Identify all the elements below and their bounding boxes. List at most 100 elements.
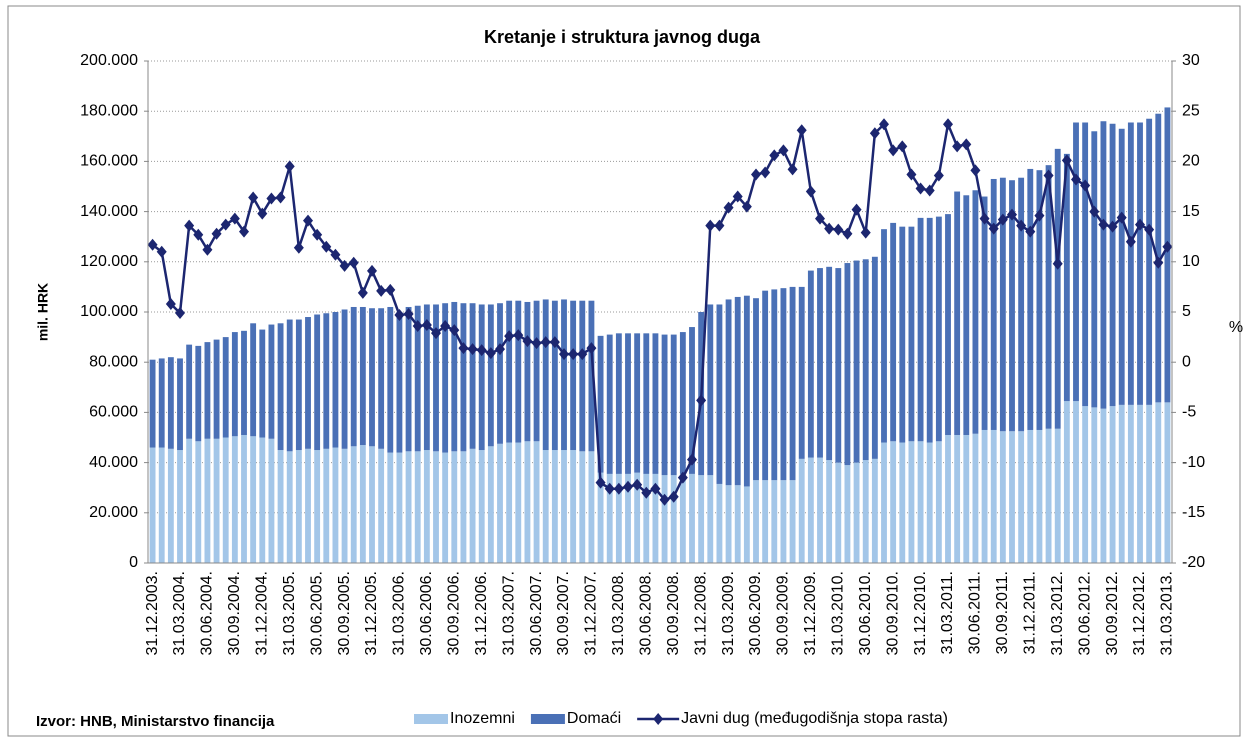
bar: [890, 441, 897, 563]
bar: [414, 451, 421, 563]
bar: [972, 190, 979, 434]
line-marker: [1061, 154, 1072, 167]
line-marker: [1098, 218, 1109, 231]
line-marker: [769, 149, 780, 162]
y-axis-label: mil. HRK: [35, 283, 51, 341]
bar: [359, 445, 366, 563]
bar: [506, 300, 513, 443]
y2-tick-label: 25: [1182, 102, 1200, 119]
bar: [423, 450, 430, 563]
bar: [1054, 428, 1061, 563]
bar: [789, 286, 796, 481]
bar: [158, 447, 165, 563]
line-marker: [815, 212, 825, 225]
bar: [561, 299, 567, 451]
line-marker: [1135, 218, 1145, 231]
bar: [990, 429, 997, 563]
bar: [698, 475, 705, 563]
bar: [844, 465, 851, 563]
bar: [1009, 180, 1015, 432]
line-marker: [1052, 257, 1063, 270]
bar: [1009, 431, 1015, 563]
bar: [277, 323, 284, 451]
x-tick-label: 31.03.2010.: [830, 571, 847, 656]
line-marker: [540, 336, 551, 349]
x-tick-label: 31.03.2012.: [1049, 571, 1066, 656]
y-tick-label: 80.000: [89, 353, 138, 370]
bar: [405, 306, 412, 452]
bar: [286, 319, 293, 452]
bar: [1045, 428, 1052, 563]
bar: [433, 451, 439, 563]
line-marker: [595, 476, 606, 489]
x-tick-label: 30.06.2005.: [308, 571, 325, 656]
bar: [981, 429, 988, 563]
line-marker: [915, 182, 926, 195]
bar: [542, 299, 549, 451]
line-marker: [1025, 225, 1036, 238]
line-marker: [522, 335, 533, 348]
bar: [652, 333, 659, 474]
bar: [1127, 404, 1134, 563]
line-marker: [394, 309, 405, 322]
x-tick-label: 30.09.2009.: [775, 571, 792, 656]
bar: [1118, 404, 1125, 563]
line-marker: [1153, 256, 1164, 269]
bar: [780, 288, 787, 481]
line-marker: [723, 201, 734, 214]
line-marker: [284, 160, 295, 173]
line-marker: [650, 482, 661, 495]
bar: [231, 436, 238, 563]
chart-title: Kretanje i struktura javnog duga: [484, 27, 761, 47]
y-tick-label: 40.000: [89, 454, 138, 471]
bar: [414, 305, 421, 452]
bar: [149, 447, 156, 563]
bar: [506, 442, 513, 563]
x-tick-label: 31.12.2007.: [583, 571, 600, 656]
bar: [597, 335, 604, 473]
bar: [881, 442, 887, 563]
bar: [359, 306, 366, 446]
x-tick-label: 31.12.2005.: [363, 571, 380, 656]
bar: [890, 222, 897, 442]
line-marker: [1007, 208, 1017, 221]
bar: [433, 304, 439, 452]
line-marker: [504, 330, 515, 343]
bar: [661, 334, 668, 476]
line-marker: [888, 144, 899, 157]
x-tick-label: 31.03.2011.: [939, 571, 956, 654]
bar: [762, 290, 769, 481]
line-marker: [687, 453, 697, 466]
line-marker: [485, 347, 496, 360]
line-marker: [385, 283, 396, 296]
bar: [167, 357, 174, 449]
line-marker: [412, 320, 423, 333]
bar: [213, 438, 220, 563]
bar: [689, 327, 695, 474]
bar: [497, 303, 503, 444]
x-tick-label: 31.12.2003.: [144, 571, 161, 656]
line-marker: [1016, 219, 1027, 232]
y-tick-label: 200.000: [80, 52, 138, 69]
bar: [213, 339, 220, 439]
bar: [460, 451, 467, 563]
bar: [1146, 404, 1153, 563]
x-tick-label: 30.09.2007.: [555, 571, 572, 656]
line-marker: [979, 212, 990, 225]
line-marker: [549, 336, 560, 349]
line-marker: [1162, 240, 1173, 253]
bar: [250, 436, 257, 563]
bar: [1118, 128, 1125, 405]
bar: [268, 324, 275, 439]
bar: [149, 359, 156, 448]
bar: [524, 441, 531, 563]
line-marker: [1071, 173, 1081, 186]
line-marker: [275, 191, 286, 204]
bar: [305, 448, 311, 563]
bar: [295, 319, 302, 451]
bar: [497, 443, 503, 563]
line-marker: [403, 308, 414, 321]
bar: [387, 452, 394, 563]
bar: [195, 441, 202, 563]
x-tick-label: 30.06.2011.: [967, 571, 984, 654]
